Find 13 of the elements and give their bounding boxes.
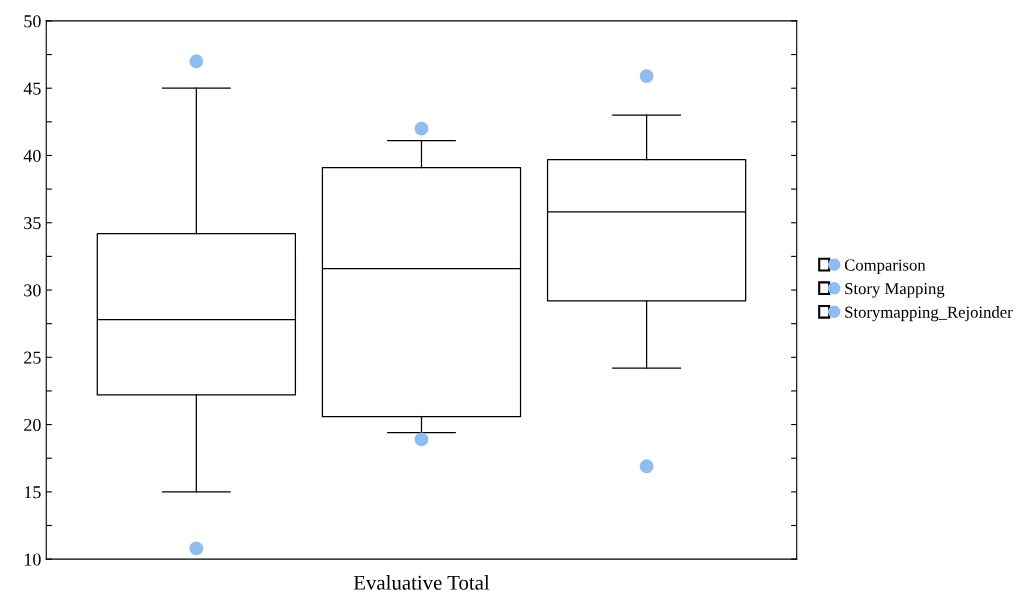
x-axis-title: Evaluative Total [353,575,490,590]
legend-label: Storymapping_Rejoinder [845,306,1013,322]
y-tick-label: 10 [24,553,41,566]
y-tick-label: 45 [23,82,41,95]
y-tick-label: 40 [23,149,41,162]
y-tick-label: 50 [24,15,41,28]
legend-label: Story Mapping [845,283,945,298]
y-tick-label: 20 [24,418,41,432]
legend-label: Comparison [844,259,926,275]
y-tick-label: 15 [24,486,41,499]
y-tick-label: 25 [24,351,41,364]
y-tick-label: 30 [24,284,41,297]
y-tick-label: 35 [24,217,41,230]
